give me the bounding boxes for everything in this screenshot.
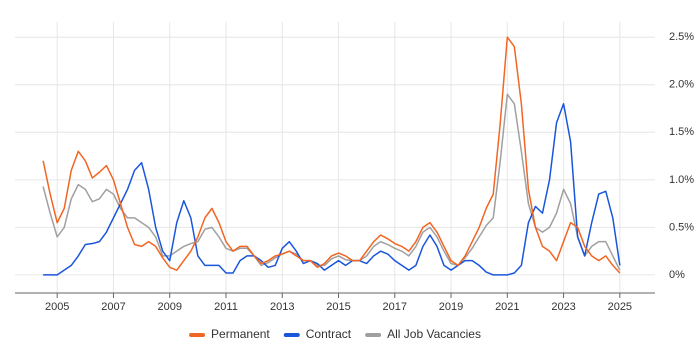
x-tick-label: 2021 xyxy=(495,301,519,313)
y-tick-label: 0.5% xyxy=(669,221,694,233)
legend: Permanent Contract All Job Vacancies xyxy=(189,327,481,341)
x-tick-label: 2019 xyxy=(439,301,463,313)
x-tick-label: 2017 xyxy=(383,301,407,313)
y-tick-label: 0% xyxy=(669,269,685,281)
legend-label: Permanent xyxy=(211,327,270,341)
y-tick-label: 2.0% xyxy=(669,79,694,91)
x-tick-label: 2005 xyxy=(45,301,69,313)
series-line xyxy=(42,93,621,271)
legend-label: All Job Vacancies xyxy=(387,327,481,341)
legend-swatch xyxy=(365,333,382,337)
series-line xyxy=(43,103,621,276)
legend-label: Contract xyxy=(306,327,352,341)
x-tick-label: 2013 xyxy=(270,301,294,313)
series-line xyxy=(42,36,621,274)
legend-swatch xyxy=(189,333,206,337)
x-tick-label: 2015 xyxy=(326,301,350,313)
x-tick-label: 2007 xyxy=(101,301,125,313)
x-tick-label: 2011 xyxy=(214,301,238,313)
x-tick-label: 2025 xyxy=(608,301,632,313)
x-tick-label: 2023 xyxy=(551,301,575,313)
y-tick-label: 2.5% xyxy=(669,31,694,43)
y-tick-label: 1.5% xyxy=(669,126,694,138)
legend-swatch xyxy=(283,333,300,337)
y-tick-label: 1.0% xyxy=(669,174,694,186)
x-tick-label: 2009 xyxy=(157,301,181,313)
